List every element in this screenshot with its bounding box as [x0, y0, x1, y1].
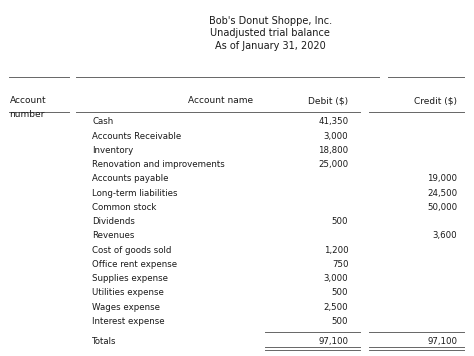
- Text: Bob's Donut Shoppe, Inc.: Bob's Donut Shoppe, Inc.: [209, 16, 332, 26]
- Text: Common stock: Common stock: [92, 203, 157, 212]
- Text: As of January 31, 2020: As of January 31, 2020: [215, 41, 326, 51]
- Text: Interest expense: Interest expense: [92, 317, 165, 326]
- Text: 3,600: 3,600: [433, 231, 457, 240]
- Text: Wages expense: Wages expense: [92, 303, 160, 312]
- Text: 25,000: 25,000: [318, 160, 348, 169]
- Text: Totals: Totals: [92, 337, 117, 346]
- Text: Utilities expense: Utilities expense: [92, 288, 164, 297]
- Text: Accounts Receivable: Accounts Receivable: [92, 132, 182, 141]
- Text: Renovation and improvements: Renovation and improvements: [92, 160, 225, 169]
- Text: 3,000: 3,000: [324, 132, 348, 141]
- Text: 3,000: 3,000: [324, 274, 348, 283]
- Text: 97,100: 97,100: [428, 337, 457, 346]
- Text: 97,100: 97,100: [319, 337, 348, 346]
- Text: 50,000: 50,000: [427, 203, 457, 212]
- Text: 24,500: 24,500: [427, 189, 457, 198]
- Text: Credit ($): Credit ($): [414, 96, 457, 105]
- Text: 19,000: 19,000: [428, 174, 457, 183]
- Text: 41,350: 41,350: [318, 117, 348, 126]
- Text: Account name: Account name: [188, 96, 253, 105]
- Text: Supplies expense: Supplies expense: [92, 274, 168, 283]
- Text: 750: 750: [332, 260, 348, 269]
- Text: Cash: Cash: [92, 117, 114, 126]
- Text: 500: 500: [332, 317, 348, 326]
- Text: Debit ($): Debit ($): [308, 96, 348, 105]
- Text: number: number: [9, 110, 45, 119]
- Text: Long-term liabilities: Long-term liabilities: [92, 189, 178, 198]
- Text: Account: Account: [9, 96, 46, 105]
- Text: 500: 500: [332, 288, 348, 297]
- Text: Inventory: Inventory: [92, 146, 134, 155]
- Text: 1,200: 1,200: [324, 246, 348, 255]
- Text: 18,800: 18,800: [318, 146, 348, 155]
- Text: Unadjusted trial balance: Unadjusted trial balance: [210, 28, 330, 38]
- Text: Office rent expense: Office rent expense: [92, 260, 178, 269]
- Text: 2,500: 2,500: [324, 303, 348, 312]
- Text: 500: 500: [332, 217, 348, 226]
- Text: Revenues: Revenues: [92, 231, 135, 240]
- Text: Accounts payable: Accounts payable: [92, 174, 169, 183]
- Text: Cost of goods sold: Cost of goods sold: [92, 246, 172, 255]
- Text: Dividends: Dividends: [92, 217, 135, 226]
